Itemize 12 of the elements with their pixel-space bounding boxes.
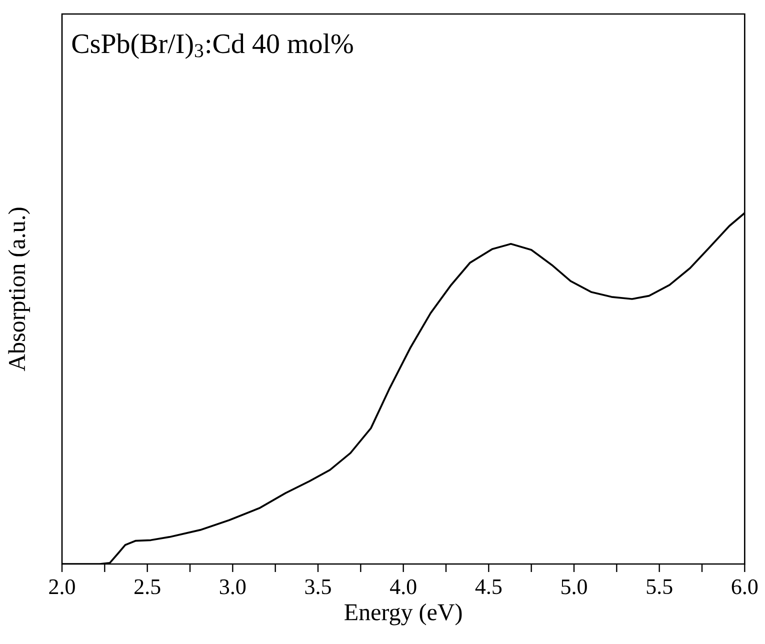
- x-tick-label: 5.0: [562, 579, 587, 594]
- chart-title: CsPb(Br/I)$_{3}$:Cd 40 mol%: [72, 34, 353, 59]
- x-tick-label: 4.5: [475, 579, 502, 594]
- x-tick-label: 6.0: [732, 579, 758, 594]
- x-tick-label: 3.5: [305, 579, 331, 594]
- x-tick-label: 2.5: [134, 579, 160, 594]
- x-axis-title: Energy (eV): [344, 603, 462, 626]
- y-axis-title: Absorption (a.u.): [8, 208, 30, 372]
- x-tick-label: 5.5: [646, 579, 672, 594]
- x-tick-label: 3.0: [220, 579, 246, 594]
- x-tick-label: 2.0: [49, 579, 75, 594]
- x-tick-label: 4.0: [390, 579, 416, 594]
